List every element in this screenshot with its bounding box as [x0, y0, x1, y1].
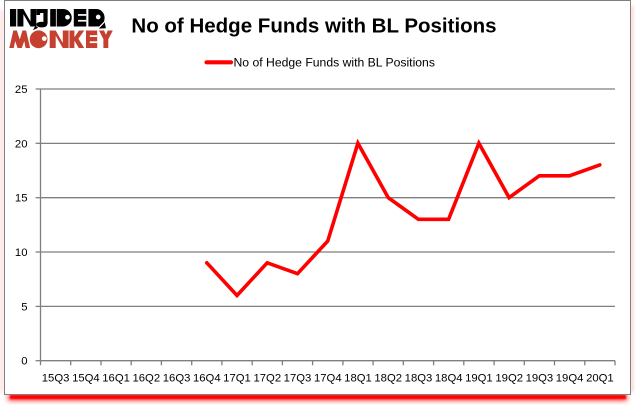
svg-text:16Q3: 16Q3: [163, 373, 191, 385]
svg-text:No of Hedge Funds with BL Posi: No of Hedge Funds with BL Positions: [234, 56, 435, 70]
svg-text:19Q3: 19Q3: [526, 373, 554, 385]
svg-text:16Q2: 16Q2: [132, 373, 160, 385]
svg-text:18Q4: 18Q4: [435, 373, 463, 385]
svg-text:15Q4: 15Q4: [72, 373, 100, 385]
svg-text:5: 5: [21, 301, 27, 313]
svg-text:15Q3: 15Q3: [42, 373, 70, 385]
svg-text:17Q1: 17Q1: [223, 373, 251, 385]
svg-text:20Q1: 20Q1: [586, 373, 614, 385]
svg-text:No of Hedge Funds with BL Posi: No of Hedge Funds with BL Positions: [131, 15, 496, 38]
svg-text:19Q2: 19Q2: [495, 373, 523, 385]
svg-text:18Q2: 18Q2: [374, 373, 402, 385]
svg-text:25: 25: [15, 84, 28, 96]
svg-text:10: 10: [15, 247, 28, 259]
svg-text:20: 20: [15, 138, 28, 150]
svg-text:15: 15: [15, 193, 28, 205]
svg-text:16Q1: 16Q1: [102, 373, 130, 385]
svg-text:18Q1: 18Q1: [344, 373, 372, 385]
svg-text:17Q4: 17Q4: [314, 373, 342, 385]
svg-text:19Q4: 19Q4: [556, 373, 584, 385]
svg-text:17Q3: 17Q3: [284, 373, 312, 385]
svg-text:17Q2: 17Q2: [253, 373, 281, 385]
svg-text:0: 0: [21, 356, 27, 368]
svg-text:16Q4: 16Q4: [193, 373, 221, 385]
svg-text:18Q3: 18Q3: [405, 373, 433, 385]
svg-text:19Q1: 19Q1: [465, 373, 493, 385]
